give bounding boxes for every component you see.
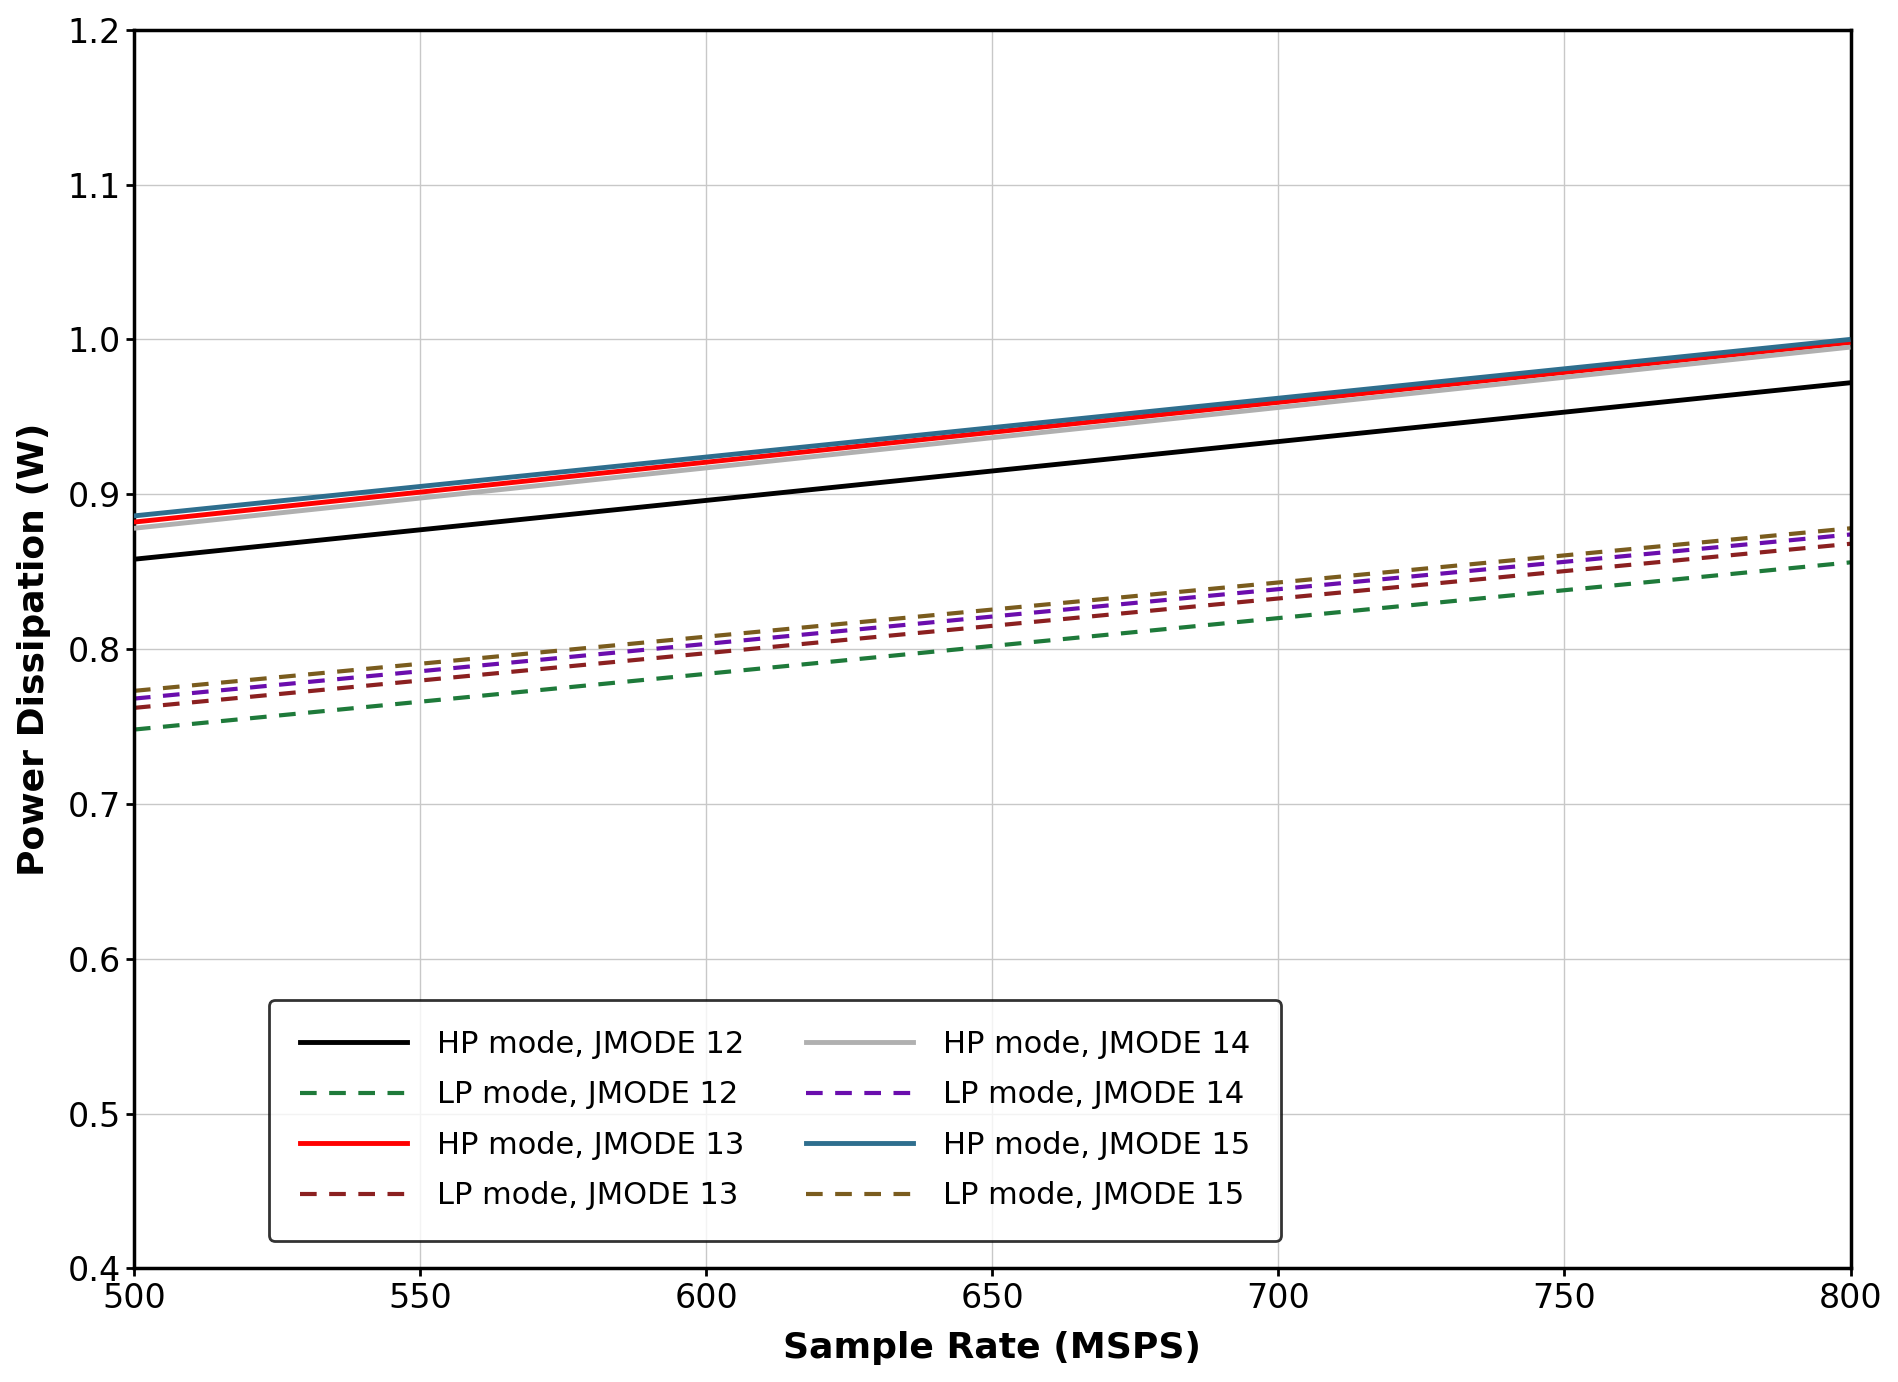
- X-axis label: Sample Rate (MSPS): Sample Rate (MSPS): [782, 1331, 1201, 1365]
- Legend: HP mode, JMODE 12, LP mode, JMODE 12, HP mode, JMODE 13, LP mode, JMODE 13, HP m: HP mode, JMODE 12, LP mode, JMODE 12, HP…: [270, 999, 1281, 1241]
- Y-axis label: Power Dissipation (W): Power Dissipation (W): [17, 423, 51, 876]
